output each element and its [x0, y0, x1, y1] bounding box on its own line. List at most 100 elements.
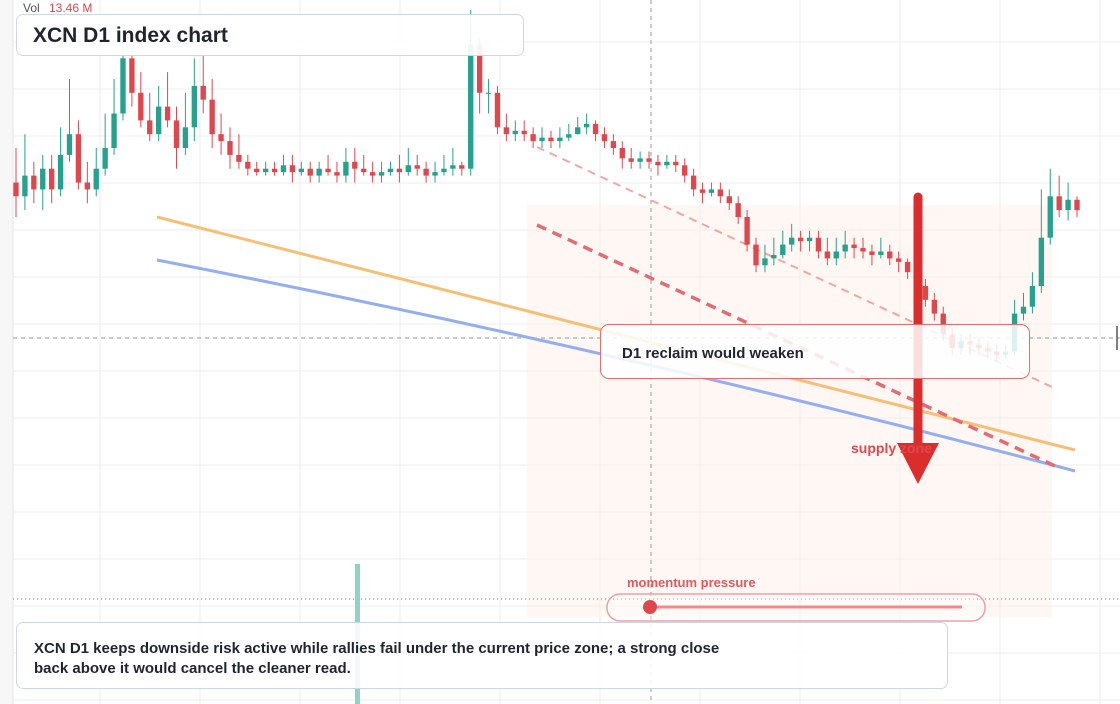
candle-body [682, 165, 688, 176]
candle-body [1056, 196, 1062, 211]
supply-zone-rect [527, 205, 1052, 617]
candle-body [789, 237, 795, 245]
candle-body [521, 130, 527, 135]
candle-body [922, 286, 929, 300]
candle-body [592, 123, 599, 135]
candle-body [503, 127, 510, 135]
candle-body [860, 248, 866, 252]
candle-body [441, 168, 447, 173]
candle-body [138, 92, 144, 121]
candle-body [298, 168, 304, 173]
candle-body [815, 237, 822, 252]
candle-body [869, 251, 875, 255]
candle-body [583, 123, 590, 128]
candle-body [1029, 286, 1036, 307]
candle-body [690, 175, 697, 190]
candle-body [262, 168, 269, 173]
candle-body [200, 85, 206, 100]
candle-body [209, 99, 215, 135]
reclaim-note-text: D1 reclaim would weaken [622, 345, 804, 362]
left-axis-strip [0, 0, 13, 704]
candle-body [405, 165, 411, 173]
candle-body [102, 148, 108, 169]
candle-body [797, 237, 804, 242]
candle-body [610, 141, 617, 148]
momentum-pressure-label: momentum pressure [627, 575, 756, 590]
candle-body [57, 154, 64, 190]
candle-body [780, 244, 786, 255]
candle-body [369, 172, 376, 176]
candle-body [548, 137, 554, 142]
candle-body [1074, 199, 1080, 211]
candle-body [1065, 199, 1071, 211]
candle-body [432, 172, 438, 176]
candle-body [575, 127, 581, 135]
candle-body [227, 141, 233, 155]
candle-body [646, 158, 652, 162]
candle-body [887, 251, 893, 259]
title-card: XCN D1 index chart [16, 14, 524, 56]
candle-body [450, 165, 456, 169]
candle-body [155, 106, 162, 135]
candle-body [1038, 237, 1045, 286]
candle-body [619, 148, 625, 159]
candle-body [307, 168, 313, 176]
candle-body [628, 158, 634, 162]
candle-body [851, 244, 857, 249]
candle-body [48, 168, 55, 190]
candle-body [530, 134, 536, 142]
caption-card: XCN D1 keeps downside risk active while … [16, 622, 948, 689]
candle-body [93, 168, 99, 190]
candle-body [468, 44, 474, 169]
candle-body [485, 92, 492, 94]
candle-body [378, 172, 385, 176]
candle-body [164, 106, 171, 121]
candle-body [735, 203, 741, 217]
candle-body [512, 130, 518, 135]
candle-body [129, 58, 135, 93]
candle-body [66, 134, 73, 155]
candle-body [147, 120, 153, 135]
candle-body [771, 254, 777, 259]
candle-body [699, 189, 706, 193]
candle-body [254, 168, 260, 173]
candle-body [396, 168, 403, 173]
candle-body [1020, 306, 1027, 314]
candle-body [896, 258, 902, 262]
candle-body [931, 299, 938, 314]
volume-label: Vol [23, 1, 40, 15]
candle-body [459, 165, 465, 169]
candle-body [334, 172, 340, 176]
reclaim-note-card: D1 reclaim would weaken [600, 324, 1030, 379]
candle-body [280, 165, 287, 173]
candle-body [762, 258, 768, 266]
candle-body [637, 158, 643, 162]
caption-text: XCN D1 keeps downside risk active while … [34, 640, 720, 677]
candle-body [833, 251, 839, 259]
supply-zone-label: supply zone [851, 440, 932, 456]
candle-body [878, 251, 884, 255]
candle-body [343, 161, 349, 176]
candle-body [655, 161, 661, 166]
candle-body [361, 168, 367, 173]
candle-body [557, 137, 563, 142]
candle-body [806, 237, 813, 242]
candle-body [414, 165, 420, 169]
candle-body [423, 168, 429, 176]
candle-body [744, 217, 750, 245]
candle-body [673, 161, 679, 166]
candle-body [352, 161, 358, 169]
candle-body [245, 161, 251, 169]
candle-body [13, 182, 19, 197]
candle-body [22, 175, 28, 197]
dashed-channel-lower [536, 223, 1056, 468]
chart-title: XCN D1 index chart [33, 24, 228, 47]
candle-body [182, 127, 189, 148]
candle-body [539, 137, 545, 142]
candle-body [75, 134, 82, 183]
candle-body [1047, 196, 1053, 238]
candle-body [191, 85, 197, 128]
candle-body [753, 244, 759, 266]
candle-body [726, 196, 732, 204]
